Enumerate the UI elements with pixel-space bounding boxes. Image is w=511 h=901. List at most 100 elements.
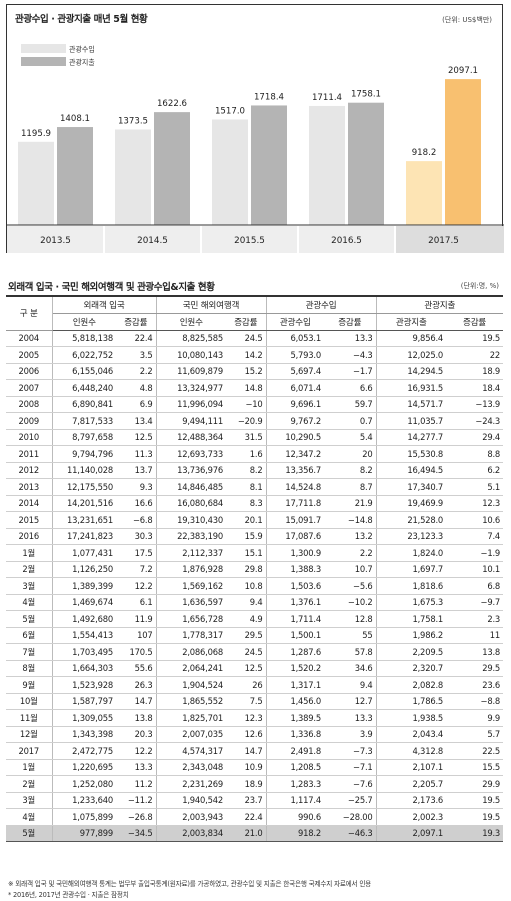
row-label: 10월 <box>6 693 53 710</box>
table-cell: 19.5 <box>446 330 504 347</box>
data-label: 918.2 <box>412 148 437 158</box>
row-label: 3월 <box>6 577 53 595</box>
table-cell: 2,209.5 <box>375 643 447 661</box>
table-cell: 10.8 <box>226 577 267 595</box>
table-cell: 990.6 <box>265 808 325 826</box>
table-cell: 1,656,728 <box>155 610 227 628</box>
table-cell: 1,492,680 <box>51 610 116 628</box>
table-cell: 2,082.8 <box>375 676 447 694</box>
row-label: 2월 <box>6 775 53 793</box>
table-cell: 1,664,303 <box>51 660 116 677</box>
table-title: 외래객 입국 · 국민 해외여행객 및 관광수입&지출 현황 <box>8 282 215 293</box>
table-cell: 9,794,796 <box>51 445 116 463</box>
bar <box>445 79 481 226</box>
table-cell: 1,075,899 <box>51 808 116 826</box>
table-cell: 2,205.7 <box>375 775 447 793</box>
table-cell: 10.1 <box>446 561 504 578</box>
table-cell: 14,201,516 <box>51 495 116 512</box>
table-cell: 8.1 <box>226 478 267 496</box>
table-cell: 22.5 <box>446 742 504 760</box>
table-cell: 2,086,068 <box>155 643 227 661</box>
table-cell: 9.4 <box>324 676 377 694</box>
table-row: 2009 7,817,533 13.4 9,494,111 −20.9 9,767.2 0.… <box>6 412 504 430</box>
table-cell: 15.1 <box>226 544 267 562</box>
table-cell: 9,494,111 <box>155 412 227 430</box>
table-cell: 1,711.4 <box>265 610 325 628</box>
chart-panel: 관광수입 · 관광지출 매년 5월 현황 (단위: US$백만) 관광수입 관광지출 1… <box>6 4 504 253</box>
table-cell: 23.6 <box>446 676 504 694</box>
header-group-receipts: 관광수입 <box>265 295 377 314</box>
table-cell: 1,469,674 <box>51 594 116 611</box>
table-row: 8월 1,664,303 55.6 2,064,241 12.5 1,520.2 34.6 2… <box>6 660 504 677</box>
table-cell: 1,758.1 <box>375 610 447 628</box>
table-row: 2006 6,155,046 2.2 11,609,879 15.2 5,697.4 −1.… <box>6 363 504 380</box>
table-cell: 2,007,035 <box>155 726 227 743</box>
row-label: 2015 <box>6 511 53 529</box>
table-row: 2017 2,472,775 12.2 4,574,317 14.7 2,491.8 −7.… <box>6 742 504 760</box>
table-cell: 2,491.8 <box>265 742 325 760</box>
table-cell: 9.3 <box>116 478 157 496</box>
table-cell: 170.5 <box>116 643 157 661</box>
table-cell: 1,309,055 <box>51 709 116 727</box>
bar <box>57 127 93 225</box>
table-cell: 23,123.3 <box>375 528 447 545</box>
header-sub: 증감률 <box>226 313 267 331</box>
bar <box>115 129 151 225</box>
table-cell: 1,697.7 <box>375 561 447 578</box>
table-cell: 1,938.5 <box>375 709 447 727</box>
table-cell: 15,530.8 <box>375 445 447 463</box>
table-cell: 13,324,977 <box>155 379 227 397</box>
header-sub: 증감률 <box>116 313 157 331</box>
header-group-expenditure: 관광지출 <box>375 295 504 314</box>
table-cell: 1,287.6 <box>265 643 325 661</box>
table-cell: −4.3 <box>324 346 377 364</box>
table-cell: 1,818.6 <box>375 577 447 595</box>
table-cell: −5.6 <box>324 577 377 595</box>
table-cell: 13.8 <box>446 643 504 661</box>
table-cell: 18.9 <box>446 363 504 380</box>
row-label: 2014 <box>6 495 53 512</box>
table-cell: 31.5 <box>226 429 267 446</box>
table-cell: −9.7 <box>446 594 504 611</box>
table-cell: 12.2 <box>116 742 157 760</box>
table-cell: 1,778,317 <box>155 627 227 644</box>
table-cell: 16.6 <box>116 495 157 512</box>
category-label: 2017.5 <box>428 236 459 246</box>
row-label: 5월 <box>6 610 53 628</box>
table-cell: 2,231,269 <box>155 775 227 793</box>
table-row: 2004 5,818,138 22.4 8,825,585 24.5 6,053.1 13.… <box>6 330 504 347</box>
table-row: 12월 1,343,398 20.3 2,007,035 12.6 1,336.8 3.9 2… <box>6 726 504 743</box>
table-row: 2010 8,797,658 12.5 12,488,364 31.5 10,290.5 5… <box>6 429 504 446</box>
table-cell: 2,472,775 <box>51 742 116 760</box>
chart-unit: (단위: US$백만) <box>442 15 492 24</box>
bar <box>251 105 287 225</box>
bar <box>212 119 248 225</box>
table-cell: 8,825,585 <box>155 330 227 347</box>
table-cell: 9.9 <box>446 709 504 727</box>
table-cell: 21.9 <box>324 495 377 512</box>
row-label: 5월 <box>6 825 53 842</box>
table-cell: 9,856.4 <box>375 330 447 347</box>
table-cell: 22,383,190 <box>155 528 227 545</box>
chart-title: 관광수입 · 관광지출 매년 5월 현황 <box>15 13 148 25</box>
table-cell: 1,523,928 <box>51 676 116 694</box>
table-cell: −25.7 <box>324 792 377 809</box>
header-sub: 관광수입 <box>265 313 325 331</box>
table-cell: 10.9 <box>226 759 267 776</box>
table-row: 1월 1,220,695 13.3 2,343,048 10.9 1,208.5 −7.1 2… <box>6 759 504 776</box>
table-cell: 12.8 <box>324 610 377 628</box>
table-cell: 29.5 <box>226 627 267 644</box>
table-cell: 1,636,597 <box>155 594 227 611</box>
table-cell: 0.7 <box>324 412 377 430</box>
table-cell: 5.7 <box>446 726 504 743</box>
table-cell: 1,786.5 <box>375 693 447 710</box>
table-cell: 14.7 <box>226 742 267 760</box>
row-label: 2012 <box>6 462 53 479</box>
table-cell: 14,294.5 <box>375 363 447 380</box>
table-cell: 3.9 <box>324 726 377 743</box>
table-cell: 1,520.2 <box>265 660 325 677</box>
table-cell: 1,986.2 <box>375 627 447 644</box>
row-label: 12월 <box>6 726 53 743</box>
row-label: 1월 <box>6 759 53 776</box>
table-cell: 1,388.3 <box>265 561 325 578</box>
